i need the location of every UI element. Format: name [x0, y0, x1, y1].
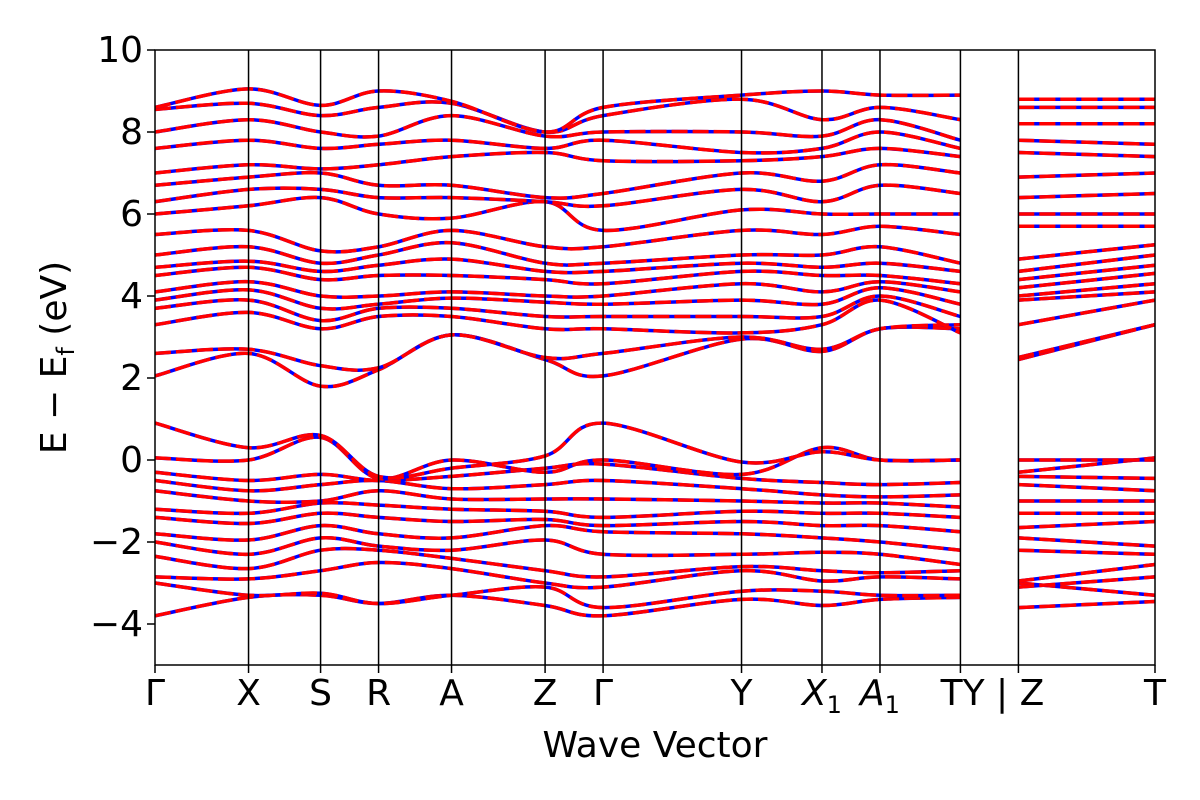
- band-25-seg-0-dashed: [154, 162, 961, 200]
- band-28-seg-0-solid: [154, 113, 961, 142]
- x-tick-label-3: R: [366, 673, 391, 714]
- band-27-seg-0-dashed: [154, 130, 961, 155]
- x-tick-label-1: X: [236, 673, 261, 714]
- kpoint-divider-lines: [247, 50, 1020, 665]
- band-15-seg-0-solid: [154, 298, 962, 335]
- x-tick-label-5: Z: [533, 673, 558, 714]
- band-19-seg-1-solid: [1018, 263, 1156, 282]
- plot-background: [155, 50, 1155, 665]
- y-tick-label-2: 0: [120, 440, 143, 481]
- band-2-seg-1-solid: [1018, 575, 1156, 589]
- band-24-seg-1-solid: [1018, 191, 1156, 200]
- band-21-seg-1-solid: [1018, 243, 1156, 261]
- band-27-seg-1-solid: [1018, 138, 1156, 147]
- y-axis-label: E − Ef (eV): [34, 261, 80, 454]
- band-9-seg-1-solid: [1018, 482, 1156, 493]
- y-axis-ticks: −4 −2 0 2 4 6 8 10: [90, 30, 155, 645]
- y-tick-label-0: −4: [90, 604, 143, 645]
- x-tick-label-2: S: [309, 673, 332, 714]
- y-tick-label-6: 8: [120, 112, 143, 153]
- plot-area: [155, 50, 1155, 665]
- x-tick-label-9: A1: [858, 673, 900, 719]
- band-15-seg-1-solid: [1018, 298, 1156, 327]
- band-5-seg-1-solid: [1018, 536, 1156, 548]
- band-26-seg-1-solid: [1018, 150, 1156, 159]
- plot-frame: [154, 49, 1156, 666]
- y-tick-label-7: 10: [97, 30, 143, 71]
- band-14-seg-1-solid: [1017, 322, 1156, 360]
- band-17-seg-0-solid: [154, 286, 961, 311]
- y-tick-label-4: 4: [120, 276, 143, 317]
- x-tick-label-8: X1: [800, 673, 842, 719]
- band-1-seg-1-solid: [1018, 581, 1156, 598]
- band-17-seg-1-solid: [1018, 281, 1156, 298]
- band-3-seg-1-solid: [1018, 562, 1156, 583]
- band-16-seg-1-solid: [1018, 290, 1156, 302]
- band-6-seg-1-solid: [1018, 519, 1156, 530]
- band-10-seg-1-solid: [1018, 474, 1156, 481]
- x-axis-label: Wave Vector: [543, 725, 768, 766]
- band-0-seg-1-solid: [1018, 599, 1156, 610]
- band-12-seg-0-solid: [154, 421, 961, 480]
- y-tick-label-5: 6: [120, 194, 143, 235]
- x-tick-label-0: Γ: [145, 673, 165, 714]
- band-22-seg-0-solid: [154, 224, 961, 254]
- y-tick-label-3: 2: [120, 358, 143, 399]
- band-20-seg-1-solid: [1018, 253, 1156, 274]
- x-tick-label-4: A: [439, 673, 464, 714]
- band-25-seg-1-solid: [1018, 171, 1156, 179]
- y-tick-label-1: −2: [90, 522, 143, 563]
- band-3-seg-0-solid: [154, 546, 961, 579]
- band-18-seg-1-solid: [1018, 271, 1156, 290]
- x-tick-label-10: TY | Z: [940, 673, 1045, 714]
- band-13-seg-0-solid: [154, 325, 961, 389]
- x-tick-label-7: Y: [730, 673, 754, 714]
- band-16-seg-0-solid: [154, 294, 961, 323]
- band-24-seg-0-dashed: [154, 183, 961, 209]
- band-4-seg-1-solid: [1018, 548, 1156, 557]
- x-tick-label-12: T: [1143, 673, 1167, 714]
- x-tick-label-6: Γ: [593, 673, 613, 714]
